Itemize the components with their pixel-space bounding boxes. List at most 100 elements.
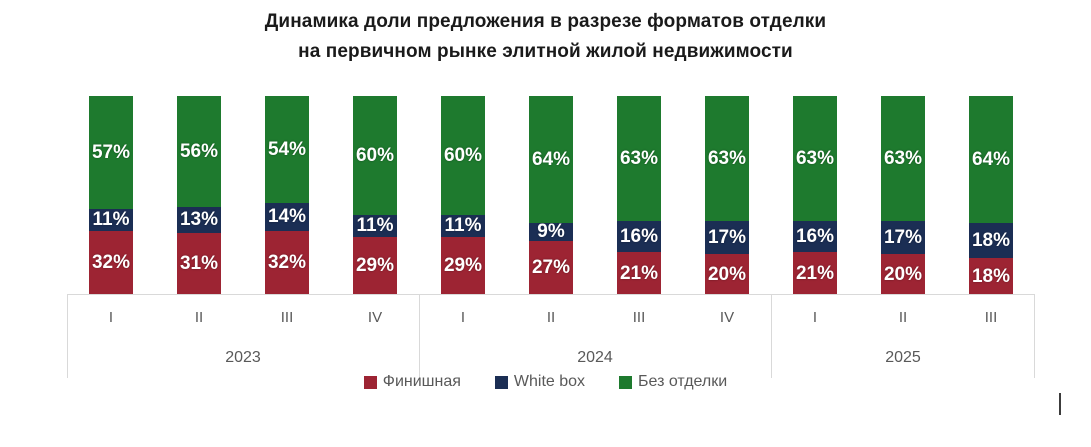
bar-segment: 11% <box>89 208 133 231</box>
bar-segment-value: 63% <box>619 147 659 169</box>
bar-segment-value: 11% <box>92 209 130 231</box>
quarter-label: II <box>898 309 908 326</box>
bar-segment: 63% <box>617 96 661 221</box>
legend-item: Без отделки <box>619 373 727 391</box>
stacked-bar: 63% 17% 20% <box>881 96 925 294</box>
bar-segment-value: 14% <box>267 206 307 228</box>
bar-segment: 29% <box>441 236 485 294</box>
quarter-label: III <box>984 309 998 326</box>
bar-segment-value: 56% <box>179 140 219 162</box>
bar-segment-value: 20% <box>883 263 923 285</box>
bar-slot: 57% 11% 32% <box>67 96 155 294</box>
bar-segment-value: 32% <box>91 251 131 273</box>
quarter-label-row: I II III IV I II III IV I II III <box>67 309 1035 326</box>
bar-segment: 20% <box>881 254 925 294</box>
bar-segment-value: 64% <box>531 148 571 170</box>
bar-segment: 64% <box>529 96 573 223</box>
legend-swatch-icon <box>619 375 633 389</box>
bar-segment: 16% <box>617 220 661 253</box>
bar-segment: 60% <box>353 96 397 215</box>
legend-item: Финишная <box>363 373 461 391</box>
bar-segment: 57% <box>89 96 133 209</box>
quarter-label: I <box>108 309 114 326</box>
stacked-bar: 54% 14% 32% <box>265 96 309 294</box>
bar-segment: 60% <box>441 96 485 215</box>
bar-slot: 64% 18% 18% <box>947 96 1035 294</box>
axis-group-divider <box>67 295 68 378</box>
quarter-label: I <box>812 309 818 326</box>
bar-segment: 64% <box>969 96 1013 223</box>
bar-segment-value: 63% <box>795 147 835 169</box>
legend-swatch-icon <box>363 375 377 389</box>
stacked-bar: 56% 13% 31% <box>177 96 221 294</box>
bar-segment: 32% <box>265 230 309 294</box>
bar-segment: 27% <box>529 240 573 294</box>
bar-segment-value: 21% <box>795 262 835 284</box>
bar-segment: 18% <box>969 258 1013 294</box>
legend-swatch-icon <box>494 375 508 389</box>
bar-segment: 29% <box>353 236 397 294</box>
bar-segment: 9% <box>529 221 573 243</box>
bar-segment: 32% <box>89 230 133 294</box>
bar-segment-value: 54% <box>267 138 307 160</box>
bar-slot: 56% 13% 31% <box>155 96 243 294</box>
quarter-label: I <box>460 309 466 326</box>
bar-segment: 16% <box>793 220 837 253</box>
chart-title-line2: на первичном рынке элитной жилой недвижи… <box>298 41 793 62</box>
bar-segment: 14% <box>265 202 309 231</box>
bar-segment: 63% <box>705 96 749 221</box>
quarter-label: IV <box>719 309 735 326</box>
bar-segment-value: 32% <box>267 251 307 273</box>
quarter-label: III <box>632 309 646 326</box>
bar-segment: 63% <box>881 96 925 221</box>
year-label: 2023 <box>225 349 261 366</box>
bar-segment-value: 27% <box>531 256 571 278</box>
axis-group-divider <box>419 295 420 378</box>
bar-segment-value: 16% <box>795 226 835 248</box>
legend-label: Без отделки <box>638 373 728 390</box>
bar-segment-value: 16% <box>619 226 659 248</box>
bar-segment: 17% <box>881 220 925 255</box>
bar-slot: 60% 11% 29% <box>419 96 507 294</box>
bar-segment-value: 21% <box>619 262 659 284</box>
bar-segment: 56% <box>177 96 221 207</box>
stacked-bar: 60% 11% 29% <box>441 96 485 294</box>
bar-segment-value: 20% <box>707 263 747 285</box>
stacked-bar: 63% 16% 21% <box>617 96 661 294</box>
bar-segment: 11% <box>353 214 397 237</box>
bar-slot: 63% 17% 20% <box>859 96 947 294</box>
bar-slot: 63% 16% 21% <box>595 96 683 294</box>
bar-segment: 17% <box>705 220 749 255</box>
stacked-bar: 64% 18% 18% <box>969 96 1013 294</box>
bar-segment-value: 60% <box>443 144 483 166</box>
legend-label: Финишная <box>382 373 461 390</box>
bar-segment: 20% <box>705 254 749 294</box>
bar-segment-value: 11% <box>356 215 394 237</box>
year-label: 2024 <box>577 349 613 366</box>
bar-segment-value: 11% <box>444 215 482 237</box>
bar-segment: 21% <box>617 252 661 294</box>
stacked-bar: 63% 16% 21% <box>793 96 837 294</box>
bar-segment: 21% <box>793 252 837 294</box>
axis-group-divider <box>1034 295 1035 378</box>
stacked-bar: 60% 11% 29% <box>353 96 397 294</box>
x-axis: I II III IV I II III IV I II III 2023 2024 2025 <box>67 294 1035 378</box>
quarter-label: IV <box>367 309 383 326</box>
bar-segment-value: 13% <box>179 209 219 231</box>
bar-slot: 64% 9% 27% <box>507 96 595 294</box>
bar-segment: 18% <box>969 222 1013 259</box>
cursor-mark <box>1059 393 1061 415</box>
quarter-label: III <box>280 309 294 326</box>
bar-segment: 13% <box>177 206 221 233</box>
chart-title: Динамика доли предложения в разрезе форм… <box>0 7 1091 67</box>
bar-segment-value: 31% <box>179 252 219 274</box>
year-label: 2025 <box>885 349 921 366</box>
bar-segment-value: 18% <box>971 230 1011 252</box>
bar-segment-value: 57% <box>91 141 131 163</box>
bar-segment-value: 29% <box>443 254 483 276</box>
bar-segment-value: 9% <box>537 221 565 243</box>
bar-segment-value: 63% <box>883 147 923 169</box>
bar-segment-value: 60% <box>355 144 395 166</box>
bar-segment: 63% <box>793 96 837 221</box>
